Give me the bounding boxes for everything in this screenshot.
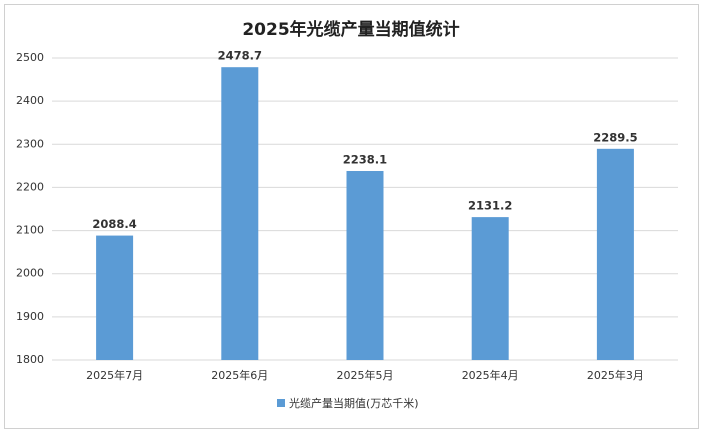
x-tick-label: 2025年5月 <box>337 368 394 382</box>
chart-title: 2025年光缆产量当期值统计 <box>242 19 459 40</box>
data-label: 2289.5 <box>593 130 637 144</box>
x-tick-label: 2025年4月 <box>462 368 519 382</box>
bar <box>471 217 509 360</box>
bar <box>346 170 384 360</box>
y-tick-label: 1800 <box>16 353 44 366</box>
x-tick-label: 2025年6月 <box>211 368 268 382</box>
bar <box>96 235 134 360</box>
y-tick-label: 2300 <box>16 137 44 150</box>
x-tick-label: 2025年7月 <box>86 368 143 382</box>
bar <box>221 67 259 361</box>
y-tick-label: 2500 <box>16 51 44 64</box>
y-tick-label: 2400 <box>16 94 44 107</box>
y-tick-label: 1900 <box>16 310 44 323</box>
x-tick-label: 2025年3月 <box>587 368 644 382</box>
bar <box>596 148 634 360</box>
data-label: 2088.4 <box>92 217 136 231</box>
y-tick-label: 2100 <box>16 224 44 237</box>
y-tick-label: 2200 <box>16 180 44 193</box>
data-label: 2131.2 <box>468 199 512 213</box>
legend-label: 光缆产量当期值(万芯千米) <box>289 396 419 410</box>
data-label: 2238.1 <box>343 152 387 166</box>
data-label: 2478.7 <box>218 49 262 63</box>
y-tick-label: 2000 <box>16 267 44 280</box>
legend-swatch <box>277 399 285 407</box>
